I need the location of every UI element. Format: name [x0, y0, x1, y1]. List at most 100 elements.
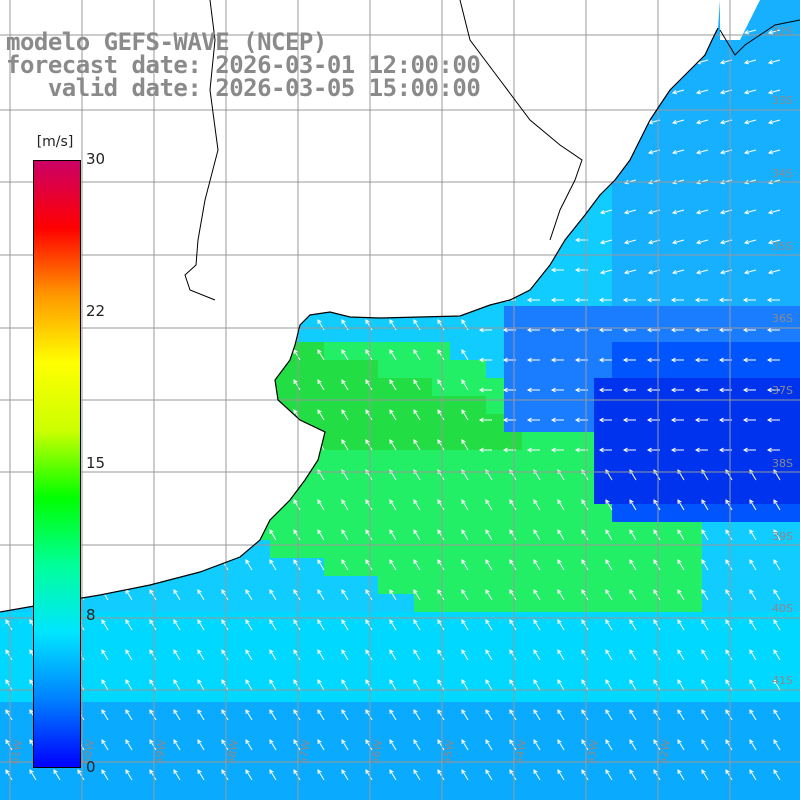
wind-arrow — [173, 709, 181, 721]
wind-arrow-head — [509, 679, 514, 685]
wind-arrow-head — [341, 319, 346, 325]
wind-arrow-head — [317, 589, 322, 595]
wind-arrow — [389, 379, 397, 391]
wind-arrow-head — [413, 439, 418, 445]
wind-arrow — [768, 149, 781, 154]
wind-arrow-head — [317, 649, 322, 655]
wind-arrow-head — [694, 447, 700, 453]
wind-arrow-head — [526, 447, 532, 453]
wind-arrow-head — [149, 739, 154, 745]
wind-arrow-head — [653, 709, 658, 715]
wind-arrow-head — [670, 297, 676, 303]
wind-arrow-head — [718, 327, 724, 333]
wind-arrow-head — [725, 529, 730, 535]
wind-arrow-head — [269, 769, 274, 775]
wind-arrow-head — [629, 529, 634, 535]
wind-arrow-head — [677, 739, 682, 745]
wind-arrow-head — [461, 559, 466, 565]
wind-arrow — [341, 409, 349, 421]
wind-arrow — [653, 559, 661, 571]
wind-arrow-head — [671, 239, 678, 245]
wind-arrow — [461, 679, 469, 691]
wind-arrow — [365, 529, 373, 541]
wind-arrow — [461, 739, 469, 751]
wind-arrow — [317, 379, 325, 391]
wind-arrow — [624, 209, 637, 214]
wind-arrow — [533, 559, 541, 571]
wind-arrow-head — [677, 619, 682, 625]
wind-arrow-head — [695, 89, 702, 95]
wind-arrow — [365, 379, 373, 391]
wind-arrow-head — [581, 529, 586, 535]
wind-arrow-head — [653, 679, 658, 685]
wind-arrow — [389, 679, 397, 691]
wind-arrow — [389, 589, 397, 601]
wind-arrow — [437, 409, 445, 421]
wind-arrow-head — [509, 529, 514, 535]
wind-arrow-head — [5, 619, 10, 625]
lon-label: 60W — [80, 739, 97, 766]
wind-arrow-head — [574, 267, 580, 273]
wind-arrow — [149, 709, 157, 721]
wind-arrow-head — [245, 619, 250, 625]
wind-arrow-head — [413, 589, 418, 595]
wind-arrow-head — [509, 739, 514, 745]
wind-arrow — [605, 499, 613, 511]
wind-arrow — [293, 649, 301, 661]
wind-arrow — [269, 589, 277, 601]
wind-arrow-head — [389, 439, 394, 445]
wind-arrow-head — [677, 559, 682, 565]
wind-arrow-head — [389, 469, 394, 475]
wind-arrow-head — [743, 209, 750, 215]
wind-arrow — [317, 649, 325, 661]
wind-arrow-head — [749, 769, 754, 775]
wind-arrow-head — [389, 619, 394, 625]
wind-arrow — [437, 349, 445, 361]
wind-arrow-head — [725, 589, 730, 595]
wind-arrow-head — [365, 679, 370, 685]
wind-arrow-head — [461, 319, 466, 325]
wind-arrow — [749, 649, 757, 661]
wind-arrow — [389, 709, 397, 721]
wind-arrow-head — [485, 589, 490, 595]
wind-arrow-head — [341, 349, 346, 355]
wind-arrow — [125, 679, 133, 691]
wind-arrow-head — [598, 327, 604, 333]
wind-arrow-head — [478, 417, 484, 423]
wind-arrow-head — [581, 589, 586, 595]
wind-arrow-head — [437, 649, 442, 655]
wind-arrow-head — [623, 239, 630, 245]
wind-arrow-head — [766, 357, 772, 363]
lat-label: 37S — [772, 384, 793, 397]
wind-arrow-head — [437, 739, 442, 745]
wind-arrow — [677, 739, 685, 751]
wind-arrow — [696, 269, 709, 274]
wind-arrow-head — [389, 409, 394, 415]
wind-arrow-head — [101, 649, 106, 655]
wind-arrow — [293, 349, 301, 361]
wind-arrow — [293, 619, 301, 631]
wind-arrow — [365, 409, 373, 421]
wind-arrow — [461, 589, 469, 601]
wind-arrow-head — [478, 447, 484, 453]
wind-arrow-head — [581, 739, 586, 745]
wind-arrow — [317, 439, 325, 451]
wind-arrow — [485, 619, 493, 631]
wind-arrow — [605, 619, 613, 631]
wind-arrow-head — [653, 589, 658, 595]
wind-arrow-head — [749, 739, 754, 745]
wind-arrow-head — [701, 529, 706, 535]
wind-arrow-head — [773, 529, 778, 535]
wind-arrow-head — [599, 239, 606, 245]
wind-arrow-head — [365, 619, 370, 625]
wind-arrow-head — [574, 297, 580, 303]
wind-arrow-head — [149, 589, 154, 595]
wind-arrow-head — [773, 709, 778, 715]
wind-arrow-head — [677, 469, 682, 475]
wind-arrow — [629, 679, 637, 691]
wind-arrow — [197, 769, 205, 781]
wind-arrow — [269, 739, 277, 751]
forecast-date: forecast date: 2026-03-01 12:00:00 — [6, 51, 481, 79]
wind-arrow-head — [389, 589, 394, 595]
wind-arrow — [77, 769, 85, 781]
